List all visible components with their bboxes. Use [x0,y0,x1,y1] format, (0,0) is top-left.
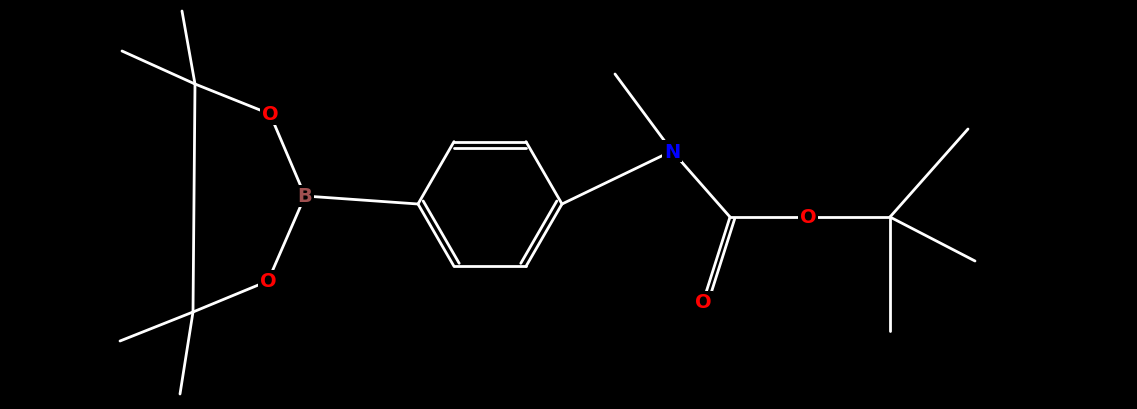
Text: O: O [695,293,712,312]
Text: B: B [298,187,313,206]
Text: O: O [262,105,279,124]
Text: O: O [799,208,816,227]
Text: N: N [664,142,680,161]
Text: O: O [259,272,276,291]
